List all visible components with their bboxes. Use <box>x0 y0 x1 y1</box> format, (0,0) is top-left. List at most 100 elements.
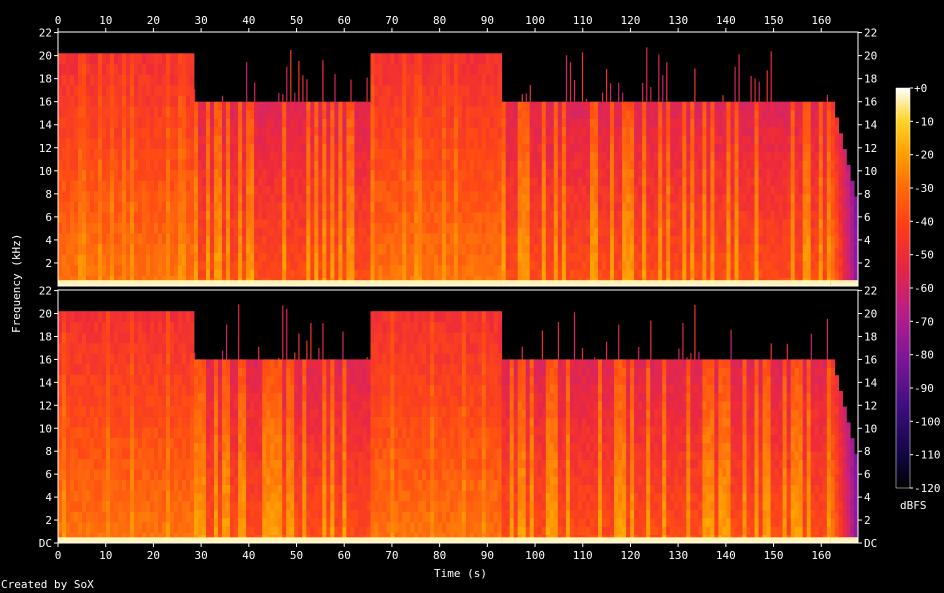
y-tick-label: 10 <box>864 165 877 178</box>
y-tick-label: 22 <box>39 27 52 40</box>
credit-text: Created by SoX <box>1 578 94 591</box>
x-tick-label: 50 <box>290 549 303 562</box>
x-tick-label: 120 <box>621 14 641 27</box>
dc-band <box>370 537 502 543</box>
y-tick-label: 10 <box>39 165 52 178</box>
x-tick-label: 140 <box>716 549 736 562</box>
colorbar-ticks: +0 -10 -20 -30 -40 -50 -60 -70 -80 -90 -100 -110 -12… <box>895 82 941 495</box>
x-tick-label: 150 <box>764 549 784 562</box>
y-tick-label: 8 <box>45 188 52 201</box>
y-tick-label: 18 <box>864 330 877 343</box>
y-tick-label: 6 <box>45 211 52 224</box>
y-tick-label: 18 <box>39 330 52 343</box>
colorbar <box>896 88 910 488</box>
segment-fade <box>830 359 859 544</box>
dc-band <box>501 537 831 543</box>
x-tick-label: 140 <box>716 14 736 27</box>
segment-sparse <box>501 305 832 544</box>
segment-loud <box>370 53 503 287</box>
y-tick-label: 8 <box>45 445 52 458</box>
x-tick-label: 80 <box>433 14 446 27</box>
y-tick-label: 16 <box>39 353 52 366</box>
y-tick-label: 12 <box>39 142 52 155</box>
dc-band <box>370 280 502 286</box>
x-tick-label: 10 <box>99 549 112 562</box>
y-tick-label: DC <box>39 537 52 550</box>
x-tick-label: 130 <box>668 549 688 562</box>
colorbar-tick-label: -120 <box>914 482 941 495</box>
x-tick-label: 160 <box>811 549 831 562</box>
x-tick-label: 70 <box>385 549 398 562</box>
y-tick-label: 16 <box>39 96 52 109</box>
spectrogram-panel-1 <box>58 32 859 287</box>
x-tick-label: 80 <box>433 549 446 562</box>
y-tick-label: 4 <box>864 234 871 247</box>
dc-band <box>194 280 371 286</box>
colorbar-tick-label: -70 <box>914 315 934 328</box>
y-tick-label: 12 <box>39 399 52 412</box>
x-tick-label: 50 <box>290 14 303 27</box>
colorbar-tick-label: -30 <box>914 182 934 195</box>
y-tick-label: 14 <box>39 119 53 132</box>
y-tick-label: 2 <box>864 257 871 270</box>
y-tick-label: 14 <box>864 376 878 389</box>
y-tick-label: 4 <box>45 491 52 504</box>
x-tick-label: 30 <box>194 549 207 562</box>
y-tick-label: 2 <box>864 514 871 527</box>
colorbar-tick-label: -40 <box>914 215 934 228</box>
segment-sparse <box>194 50 371 287</box>
x-tick-label: 150 <box>764 14 784 27</box>
y-tick-label: 4 <box>45 234 52 247</box>
y-tick-label: 4 <box>864 491 871 504</box>
x-tick-label: 100 <box>525 549 545 562</box>
spectrogram-panels <box>58 32 859 544</box>
y-tick-label: 14 <box>39 376 53 389</box>
y-tick-label: 20 <box>39 308 52 321</box>
dc-band <box>830 537 858 543</box>
y-axis-label: Frequency (kHz) <box>10 233 23 333</box>
y-tick-label: 22 <box>864 285 877 298</box>
colorbar-tick-label: -10 <box>914 115 934 128</box>
segment-loud <box>58 311 195 544</box>
y-tick-label: 6 <box>864 211 871 224</box>
x-tick-label: 90 <box>481 549 494 562</box>
x-tick-label: 30 <box>194 14 207 27</box>
y-tick-label: 14 <box>864 119 878 132</box>
panel-frame <box>57 289 859 544</box>
x-tick-label: 160 <box>811 14 831 27</box>
y-tick-label: 16 <box>864 353 877 366</box>
x-tick-label: 40 <box>242 14 255 27</box>
y-tick-label: 20 <box>864 308 877 321</box>
segment-sparse <box>194 304 371 544</box>
dc-band <box>58 280 194 286</box>
colorbar-tick-label: -80 <box>914 349 934 362</box>
colorbar-unit: dBFS <box>900 499 927 512</box>
x-tick-label: 20 <box>147 14 160 27</box>
x-tick-label: 120 <box>621 549 641 562</box>
y-tick-label: 10 <box>39 422 52 435</box>
y-tick-label: 2 <box>45 514 52 527</box>
y-tick-label: 18 <box>864 73 877 86</box>
y-tick-label: 22 <box>864 27 877 40</box>
x-tick-label: 20 <box>147 549 160 562</box>
colorbar-tick-label: -100 <box>914 415 941 428</box>
x-tick-label: 70 <box>385 14 398 27</box>
segment-loud <box>58 53 195 287</box>
dc-band <box>58 537 194 543</box>
y-tick-label: 12 <box>864 142 877 155</box>
colorbar-tick-label: -60 <box>914 282 934 295</box>
x-tick-label: 130 <box>668 14 688 27</box>
dc-band <box>830 280 858 286</box>
y-tick-label: 20 <box>39 50 52 63</box>
segment-fade <box>830 101 859 287</box>
y-tick-label: 8 <box>864 445 871 458</box>
y-tick-label: 8 <box>864 188 871 201</box>
segment-loud <box>370 311 503 544</box>
x-tick-label: 110 <box>573 14 593 27</box>
panel-frame <box>57 31 859 287</box>
y-tick-label: 10 <box>864 422 877 435</box>
colorbar-tick-label: -110 <box>914 449 941 462</box>
colorbar-tick-label: -90 <box>914 382 934 395</box>
